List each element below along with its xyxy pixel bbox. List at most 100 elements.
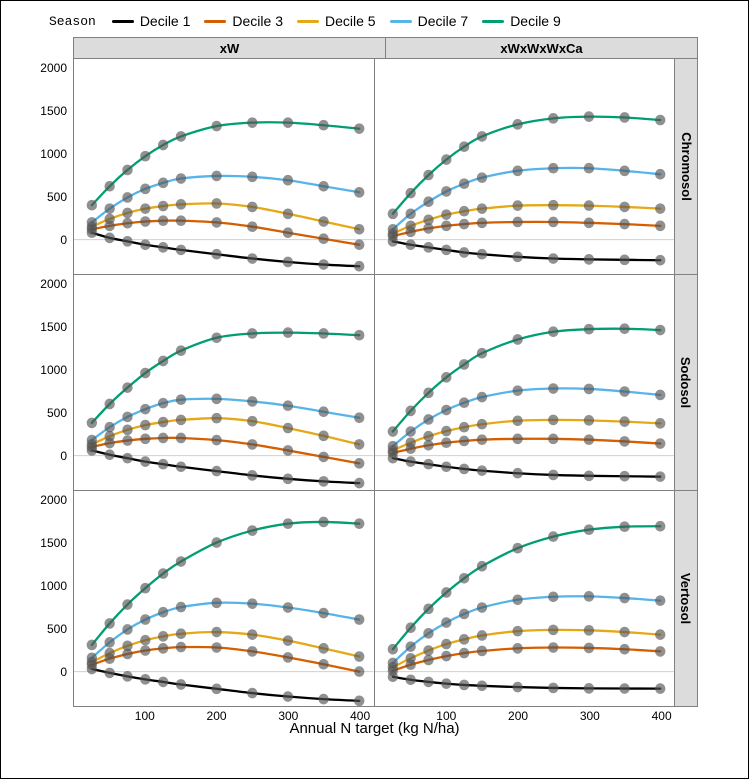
data-point xyxy=(512,594,522,605)
data-point xyxy=(548,326,558,337)
data-point xyxy=(387,658,397,669)
data-point xyxy=(104,648,114,659)
data-point xyxy=(87,640,97,651)
data-point xyxy=(87,200,97,211)
data-point xyxy=(354,123,364,134)
data-point xyxy=(583,591,593,602)
data-point xyxy=(122,218,132,229)
data-point xyxy=(405,426,415,437)
data-point xyxy=(405,653,415,664)
legend-item: Decile 5 xyxy=(297,13,376,29)
data-point xyxy=(423,414,433,425)
data-point xyxy=(548,163,558,174)
data-point xyxy=(354,439,364,450)
x-tick-label: 300 xyxy=(580,709,600,723)
data-point xyxy=(247,221,257,232)
data-point xyxy=(211,413,221,424)
data-point xyxy=(512,468,522,479)
data-point xyxy=(387,441,397,452)
data-point xyxy=(247,202,257,213)
data-point xyxy=(211,466,221,477)
row-block: Vertosol xyxy=(73,490,698,707)
data-point xyxy=(655,683,665,694)
data-point xyxy=(247,328,257,339)
data-point xyxy=(619,593,629,604)
data-point xyxy=(176,556,186,567)
panel xyxy=(73,274,375,491)
data-point xyxy=(405,221,415,232)
data-point xyxy=(247,253,257,264)
data-point xyxy=(423,677,433,688)
data-point xyxy=(476,419,486,430)
data-point xyxy=(583,384,593,395)
y-tick-label: 0 xyxy=(60,449,67,463)
data-point xyxy=(655,169,665,180)
data-point xyxy=(655,646,665,657)
data-point xyxy=(476,218,486,229)
y-tick-label: 1000 xyxy=(40,147,67,161)
data-point xyxy=(122,382,132,393)
data-point xyxy=(458,141,468,152)
data-point xyxy=(512,385,522,396)
data-point xyxy=(176,131,186,142)
data-point xyxy=(387,208,397,219)
data-point xyxy=(247,646,257,657)
data-point xyxy=(423,603,433,614)
data-point xyxy=(283,445,293,456)
legend-item: Decile 1 xyxy=(112,13,191,29)
data-point xyxy=(476,680,486,691)
data-point xyxy=(655,521,665,532)
data-point xyxy=(476,602,486,613)
data-point xyxy=(247,629,257,640)
data-point xyxy=(176,394,186,405)
data-point xyxy=(247,416,257,427)
data-point xyxy=(405,406,415,417)
data-point xyxy=(140,456,150,467)
data-point xyxy=(211,435,221,446)
data-point xyxy=(158,433,168,444)
data-point xyxy=(387,644,397,655)
panel xyxy=(73,58,375,275)
row-strip: Sodosol xyxy=(674,274,698,491)
y-tick-label: 500 xyxy=(47,622,67,636)
x-axis-label: Annual N target (kg N/ha) xyxy=(289,720,459,737)
data-point xyxy=(512,643,522,654)
data-point xyxy=(619,471,629,482)
data-point xyxy=(441,154,451,165)
data-point xyxy=(512,626,522,637)
legend-title: Season xyxy=(49,14,96,29)
data-point xyxy=(476,249,486,260)
data-point xyxy=(283,652,293,663)
data-point xyxy=(211,198,221,209)
data-point xyxy=(354,518,364,529)
data-point xyxy=(512,682,522,693)
col-strip: xWxWxWxCa xyxy=(385,37,698,59)
data-point xyxy=(318,328,328,339)
legend-label: Decile 9 xyxy=(510,13,561,29)
data-point xyxy=(405,208,415,219)
data-point xyxy=(122,435,132,446)
data-point xyxy=(283,327,293,338)
data-point xyxy=(548,531,558,542)
y-tick-label: 1500 xyxy=(40,320,67,334)
data-point xyxy=(405,641,415,652)
data-point xyxy=(140,674,150,685)
data-point xyxy=(283,117,293,128)
data-point xyxy=(104,214,114,225)
row-block: Chromosol xyxy=(73,58,698,275)
data-point xyxy=(619,219,629,230)
x-tick-label: 200 xyxy=(207,709,227,723)
y-tick-label: 500 xyxy=(47,190,67,204)
data-point xyxy=(354,330,364,341)
legend-item: Decile 7 xyxy=(390,13,469,29)
data-point xyxy=(318,216,328,227)
data-point xyxy=(619,386,629,397)
data-point xyxy=(158,631,168,642)
data-point xyxy=(441,639,451,650)
data-point xyxy=(423,459,433,470)
data-point xyxy=(512,415,522,426)
data-point xyxy=(512,119,522,130)
data-point xyxy=(247,396,257,407)
data-point xyxy=(140,645,150,656)
legend-swatch xyxy=(482,20,504,23)
